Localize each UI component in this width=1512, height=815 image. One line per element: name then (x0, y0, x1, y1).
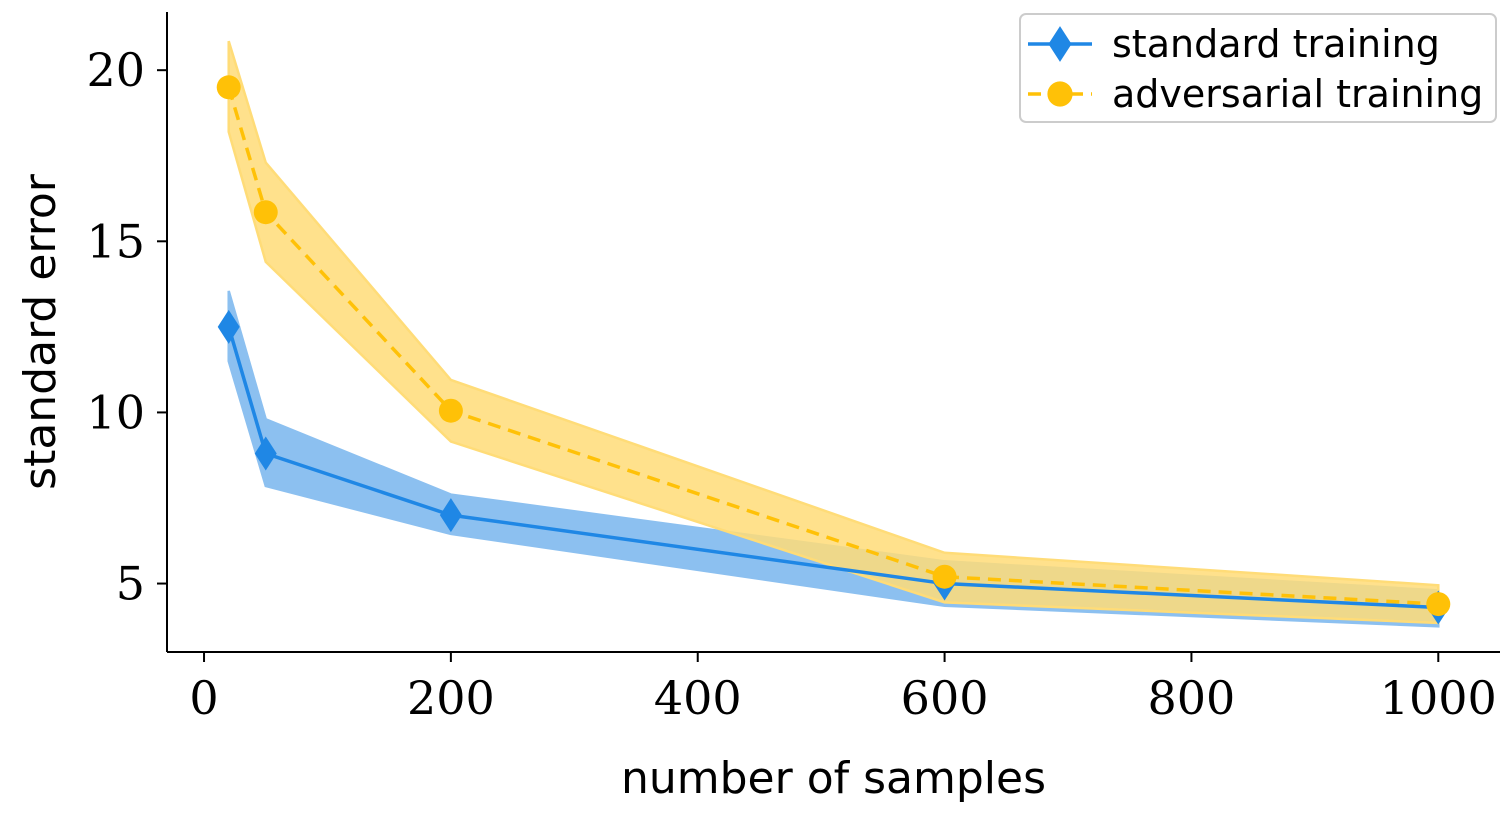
y-tick-label-10: 10 (86, 385, 145, 439)
y-tick-label-5: 5 (116, 557, 145, 611)
x-tick-label-0: 0 (189, 671, 218, 725)
legend: standard training adversarial training (1019, 13, 1497, 123)
marker-adversarial-20 (216, 75, 241, 100)
marker-adversarial-600 (932, 564, 957, 589)
x-axis-label: number of samples (621, 753, 1046, 804)
marker-adversarial-50 (253, 200, 278, 225)
legend-marker-standard (1048, 26, 1072, 62)
band-standard (227, 290, 1440, 628)
ticks: 0 200 400 600 800 1000 5 10 15 20 (86, 43, 1496, 725)
x-tick-label-400: 400 (654, 671, 742, 725)
legend-box (1019, 13, 1497, 123)
marker-standard-200 (439, 498, 462, 533)
x-tick-label-1000: 1000 (1380, 671, 1497, 725)
axes (166, 12, 1500, 653)
marker-adversarial-1000 (1426, 592, 1451, 617)
y-tick-label-20: 20 (86, 43, 145, 97)
x-tick-label-800: 800 (1148, 671, 1236, 725)
x-tick-label-600: 600 (901, 671, 989, 725)
legend-marker-adversarial (1047, 81, 1073, 107)
marker-standard-50 (254, 436, 277, 471)
series-markers (216, 75, 1451, 625)
y-tick-label-15: 15 (86, 214, 145, 268)
x-tick-label-200: 200 (407, 671, 495, 725)
marker-adversarial-200 (438, 398, 463, 423)
legend-label-adversarial: adversarial training (1112, 72, 1483, 116)
marker-standard-20 (217, 309, 240, 344)
band-adversarial (227, 40, 1440, 625)
y-axis-label: standard error (15, 173, 66, 490)
legend-label-standard: standard training (1112, 22, 1440, 66)
